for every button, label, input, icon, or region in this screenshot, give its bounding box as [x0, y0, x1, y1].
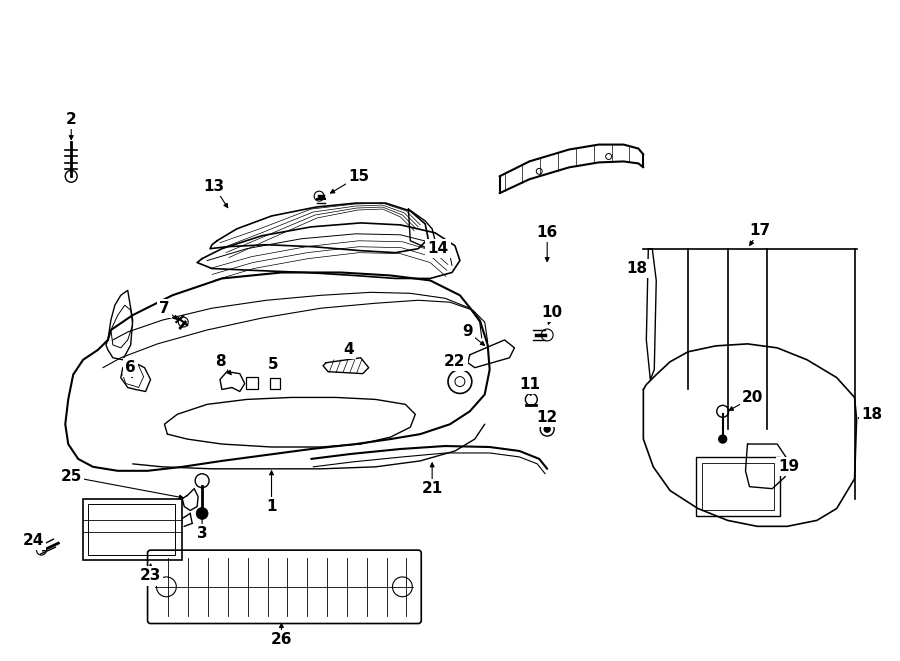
Bar — [88, 504, 176, 555]
Text: 20: 20 — [742, 390, 763, 405]
Text: 25: 25 — [60, 469, 82, 485]
Text: 18: 18 — [626, 261, 647, 276]
Text: 21: 21 — [421, 481, 443, 496]
Bar — [83, 498, 183, 560]
Text: 8: 8 — [214, 354, 225, 369]
Text: 16: 16 — [536, 225, 558, 241]
Text: 23: 23 — [140, 568, 161, 584]
Text: 9: 9 — [463, 325, 473, 340]
Bar — [246, 377, 257, 389]
Text: 5: 5 — [268, 357, 279, 372]
Text: 19: 19 — [778, 459, 800, 475]
Bar — [696, 457, 780, 516]
Text: 26: 26 — [271, 632, 292, 647]
Text: 3: 3 — [197, 525, 207, 541]
Text: 22: 22 — [445, 354, 465, 369]
Text: 1: 1 — [266, 499, 277, 514]
Circle shape — [544, 426, 550, 432]
Text: 4: 4 — [344, 342, 355, 358]
Text: 17: 17 — [749, 223, 770, 239]
Text: 13: 13 — [203, 178, 225, 194]
Text: 10: 10 — [542, 305, 562, 320]
Text: 24: 24 — [22, 533, 44, 548]
Circle shape — [196, 508, 208, 520]
Text: 11: 11 — [518, 377, 540, 392]
Bar — [269, 377, 281, 389]
Text: 2: 2 — [66, 112, 77, 128]
Bar — [702, 463, 774, 510]
Text: 12: 12 — [536, 410, 558, 425]
Text: 6: 6 — [125, 360, 136, 375]
Text: 18: 18 — [861, 407, 882, 422]
Text: 7: 7 — [159, 301, 170, 316]
Text: 15: 15 — [348, 169, 369, 184]
Text: 14: 14 — [428, 241, 449, 256]
Circle shape — [719, 435, 726, 443]
